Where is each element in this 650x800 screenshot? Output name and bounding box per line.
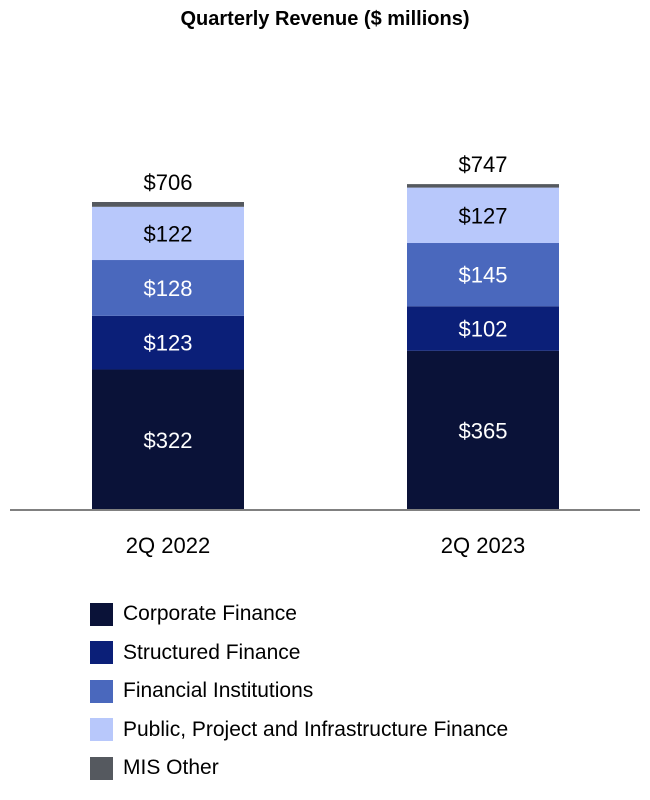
legend-item: Corporate Finance: [90, 595, 508, 634]
bar-segment: [407, 243, 559, 307]
data-label: $122: [144, 221, 193, 246]
legend-item: Financial Institutions: [90, 672, 508, 711]
bar-segment: [407, 350, 559, 510]
bar-segment: [407, 306, 559, 351]
legend-label: Corporate Finance: [123, 602, 297, 626]
legend: Corporate Finance Structured Finance Finan…: [90, 595, 508, 788]
legend-swatch: [90, 641, 113, 665]
bar-segment: [92, 206, 244, 261]
legend-swatch: [90, 718, 113, 742]
data-label: $322: [144, 428, 193, 453]
legend-item: Public, Project and Infrastructure Finan…: [90, 711, 508, 750]
legend-swatch: [90, 679, 113, 703]
bar-segment: [92, 315, 244, 370]
stacked-bar-chart: $322 $123 $128 $122 $706 2Q 2022 $365 $102 $145 $…: [10, 152, 640, 558]
data-label: $365: [459, 418, 508, 443]
bar-segment: [92, 369, 244, 510]
total-label: $706: [144, 170, 193, 195]
data-label: $127: [459, 203, 508, 228]
legend-swatch: [90, 602, 113, 626]
legend-item: MIS Other: [90, 749, 508, 788]
legend-label: MIS Other: [123, 756, 219, 780]
bar-segment: [407, 184, 559, 188]
data-label: $123: [144, 331, 193, 356]
legend-label: Structured Finance: [123, 640, 301, 664]
legend-swatch: [90, 756, 113, 780]
data-label: $145: [459, 263, 508, 288]
chart-title: Quarterly Revenue ($ millions): [180, 8, 470, 30]
bar-segment: [92, 202, 244, 207]
legend-label: Financial Institutions: [123, 679, 314, 703]
x-tick-label: 2Q 2023: [441, 533, 525, 558]
total-label: $747: [459, 152, 508, 177]
data-label: $128: [144, 276, 193, 301]
legend-item: Structured Finance: [90, 634, 508, 673]
bar-segment: [92, 260, 244, 316]
data-label: $102: [459, 317, 508, 342]
bar-segment: [407, 187, 559, 244]
legend-label: Public, Project and Infrastructure Finan…: [123, 717, 509, 741]
x-tick-label: 2Q 2022: [126, 533, 210, 558]
